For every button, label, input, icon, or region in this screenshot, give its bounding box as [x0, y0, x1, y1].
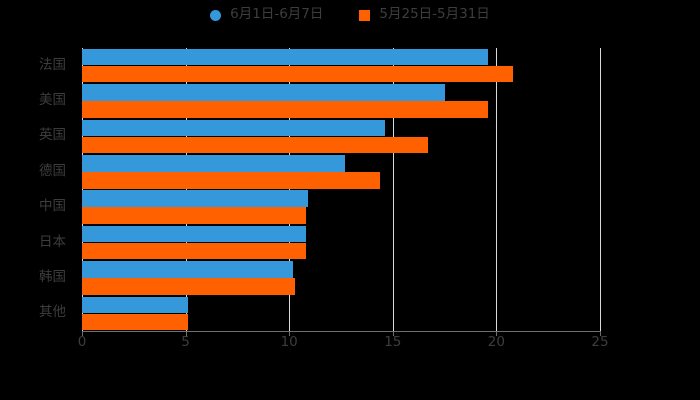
- x-axis-tick-labels: 0 5 10 15 20 25: [0, 334, 700, 358]
- bar-series-2: [82, 278, 296, 295]
- y-axis-line: [82, 48, 83, 331]
- bar-series-2: [82, 101, 489, 118]
- bar-series-2: [82, 136, 429, 154]
- x-tick-mark: [392, 331, 394, 336]
- x-tick-mark: [496, 331, 498, 336]
- legend-item-series-2[interactable]: 5月25日-5月31日: [359, 0, 490, 30]
- x-tick-mark: [600, 331, 601, 336]
- bar-series-1: [82, 119, 385, 137]
- y-axis-label-7: 韩国: [39, 268, 66, 285]
- bar-series-1: [82, 225, 306, 243]
- bar-series-2: [82, 207, 306, 224]
- circle-marker-icon: [210, 9, 222, 21]
- x-tick-label: 15: [384, 334, 402, 350]
- y-axis-label-5: 中国: [39, 198, 66, 215]
- bar-series-1: [82, 190, 308, 207]
- bar-series-1: [82, 84, 445, 101]
- bar-series-group: [82, 48, 600, 331]
- y-axis-label-8: 其他: [39, 304, 66, 321]
- chart-legend: 6月1日-6月7日 5月25日-5月31日: [0, 0, 700, 30]
- y-axis-label-6: 日本: [39, 233, 66, 250]
- legend-label-series-2: 5月25日-5月31日: [379, 6, 490, 23]
- legend-label-series-1: 6月1日-6月7日: [230, 6, 324, 23]
- x-tick-mark: [185, 331, 187, 336]
- legend-item-series-1[interactable]: 6月1日-6月7日: [210, 0, 323, 30]
- y-axis-label-4: 德国: [39, 162, 66, 179]
- x-tick-mark: [289, 331, 291, 336]
- bar-series-1: [82, 155, 346, 172]
- x-tick-label: 10: [280, 334, 298, 350]
- bar-series-1: [82, 261, 294, 278]
- x-tick-label: 20: [487, 334, 505, 350]
- y-axis-category-labels: 法国美国英国德国中国日本韩国其他: [0, 48, 76, 331]
- bar-series-2: [82, 65, 513, 83]
- gridline: [600, 48, 601, 331]
- bar-series-1: [82, 48, 489, 66]
- y-axis-label-2: 美国: [39, 92, 66, 109]
- square-marker-icon: [359, 9, 371, 21]
- bar-series-2: [82, 242, 306, 260]
- bar-series-1: [82, 296, 188, 314]
- x-tick-label: 5: [181, 334, 190, 350]
- y-axis-label-3: 英国: [39, 127, 66, 144]
- plot-area: [82, 48, 601, 331]
- x-tick-label: 0: [77, 334, 87, 350]
- bar-series-2: [82, 313, 188, 331]
- y-axis-label-1: 法国: [39, 56, 66, 73]
- bar-series-2: [82, 172, 381, 189]
- x-tick-mark: [82, 331, 83, 336]
- x-axis-line: [82, 331, 601, 332]
- x-tick-label: 25: [591, 334, 609, 350]
